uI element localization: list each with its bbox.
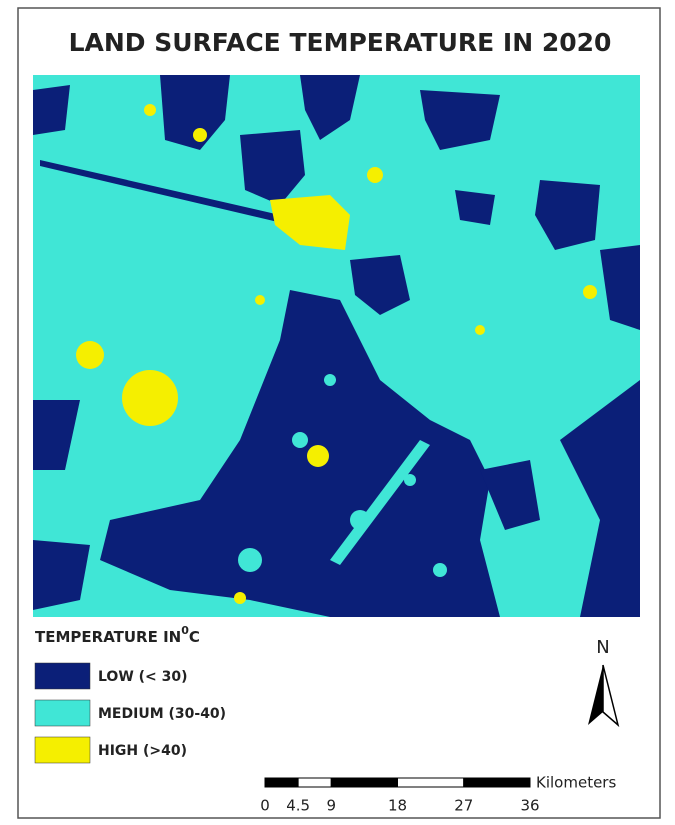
north-arrow: N bbox=[588, 637, 618, 725]
north-label: N bbox=[596, 637, 609, 658]
scale-segment bbox=[265, 778, 298, 787]
legend-title: TEMPERATURE IN0C bbox=[35, 624, 200, 646]
legend-swatch bbox=[35, 700, 90, 726]
scale-segment bbox=[464, 778, 530, 787]
legend-title-text: TEMPERATURE IN bbox=[35, 628, 181, 646]
legend-label: HIGH (>40) bbox=[98, 743, 187, 759]
scale-tick-label: 0 bbox=[260, 797, 270, 815]
scale-tick-label: 4.5 bbox=[286, 797, 310, 815]
map-title: LAND SURFACE TEMPERATURE IN 2020 bbox=[69, 28, 612, 57]
legend-swatch bbox=[35, 663, 90, 689]
page: LAND SURFACE TEMPERATURE IN 2020 TEM bbox=[0, 0, 675, 825]
scale-segment bbox=[298, 778, 331, 787]
legend-swatch bbox=[35, 737, 90, 763]
scale-unit: Kilometers bbox=[536, 774, 616, 792]
legend-label: MEDIUM (30-40) bbox=[98, 706, 226, 722]
scale-segment bbox=[331, 778, 397, 787]
legend-label: LOW (< 30) bbox=[98, 669, 188, 685]
legend: LOW (< 30) MEDIUM (30-40) HIGH (>40) bbox=[35, 663, 226, 763]
scale-bar: 0 4.5 9 18 27 36 Kilometers bbox=[260, 774, 616, 815]
scale-tick-label: 9 bbox=[326, 797, 336, 815]
scale-tick-label: 18 bbox=[388, 797, 407, 815]
legend-title-unit: C bbox=[189, 628, 200, 646]
map bbox=[33, 75, 640, 617]
scale-segment bbox=[398, 778, 464, 787]
scale-tick-label: 27 bbox=[454, 797, 473, 815]
scale-tick-label: 36 bbox=[520, 797, 539, 815]
